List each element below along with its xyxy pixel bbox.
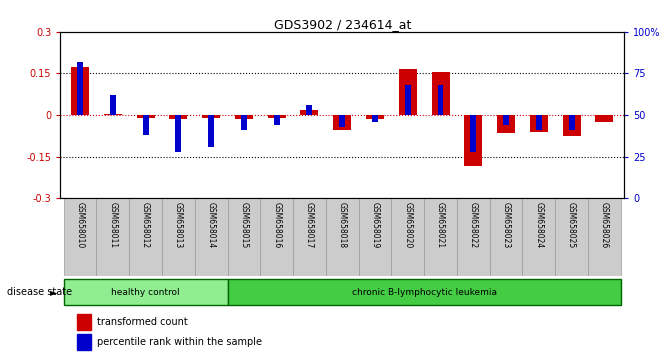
Bar bbox=[366, 115, 384, 119]
Text: ►: ► bbox=[50, 287, 57, 297]
Bar bbox=[169, 115, 187, 119]
Bar bbox=[523, 198, 555, 276]
Bar bbox=[340, 115, 345, 127]
Text: transformed count: transformed count bbox=[97, 317, 188, 327]
Bar bbox=[437, 85, 444, 115]
Bar bbox=[358, 198, 391, 276]
Bar bbox=[470, 115, 476, 152]
Text: GSM658017: GSM658017 bbox=[305, 202, 314, 249]
Text: percentile rank within the sample: percentile rank within the sample bbox=[97, 337, 262, 347]
Title: GDS3902 / 234614_at: GDS3902 / 234614_at bbox=[274, 18, 411, 31]
Bar bbox=[399, 69, 417, 115]
Text: GSM658024: GSM658024 bbox=[534, 202, 544, 249]
Bar bbox=[301, 109, 319, 115]
Bar bbox=[424, 198, 457, 276]
Bar bbox=[227, 198, 260, 276]
Bar bbox=[555, 198, 588, 276]
Bar bbox=[104, 114, 122, 115]
Text: GSM658022: GSM658022 bbox=[469, 202, 478, 248]
Bar bbox=[490, 198, 523, 276]
Bar bbox=[77, 314, 91, 330]
Bar bbox=[208, 115, 214, 147]
Bar bbox=[568, 115, 574, 130]
Text: GSM658018: GSM658018 bbox=[338, 202, 347, 248]
Text: GSM658012: GSM658012 bbox=[141, 202, 150, 248]
Text: GSM658011: GSM658011 bbox=[108, 202, 117, 248]
Bar bbox=[130, 198, 162, 276]
Text: GSM658015: GSM658015 bbox=[240, 202, 248, 249]
Bar bbox=[195, 198, 227, 276]
Bar bbox=[457, 198, 490, 276]
Bar bbox=[77, 62, 83, 115]
Bar bbox=[391, 198, 424, 276]
Bar bbox=[536, 115, 541, 130]
Text: GSM658021: GSM658021 bbox=[436, 202, 445, 248]
Bar bbox=[595, 115, 613, 122]
Text: GSM658013: GSM658013 bbox=[174, 202, 183, 249]
Text: GSM658026: GSM658026 bbox=[600, 202, 609, 249]
Bar bbox=[530, 115, 548, 132]
Bar bbox=[405, 85, 411, 115]
Bar bbox=[110, 95, 116, 115]
Bar bbox=[97, 198, 130, 276]
Bar bbox=[326, 198, 358, 276]
Bar bbox=[274, 115, 280, 125]
Bar bbox=[227, 279, 621, 305]
Text: GSM658019: GSM658019 bbox=[370, 202, 380, 249]
Bar bbox=[175, 115, 181, 152]
Text: GSM658010: GSM658010 bbox=[76, 202, 85, 249]
Text: healthy control: healthy control bbox=[111, 287, 180, 297]
Text: GSM658020: GSM658020 bbox=[403, 202, 412, 249]
Bar bbox=[64, 279, 227, 305]
Text: GSM658014: GSM658014 bbox=[207, 202, 215, 249]
Bar bbox=[588, 198, 621, 276]
Bar bbox=[497, 115, 515, 133]
Bar bbox=[333, 115, 351, 130]
Text: GSM658016: GSM658016 bbox=[272, 202, 281, 249]
Bar bbox=[307, 105, 313, 115]
Bar bbox=[202, 115, 220, 118]
Bar bbox=[372, 115, 378, 122]
Bar bbox=[268, 115, 286, 118]
Text: GSM658025: GSM658025 bbox=[567, 202, 576, 249]
Bar bbox=[64, 198, 97, 276]
Bar bbox=[562, 115, 580, 136]
Bar bbox=[503, 115, 509, 125]
Text: GSM658023: GSM658023 bbox=[501, 202, 511, 249]
Bar bbox=[260, 198, 293, 276]
Bar bbox=[293, 198, 326, 276]
Bar bbox=[137, 115, 154, 118]
Bar bbox=[235, 115, 253, 119]
Bar bbox=[464, 115, 482, 166]
Bar bbox=[431, 72, 450, 115]
Text: disease state: disease state bbox=[7, 287, 72, 297]
Bar bbox=[162, 198, 195, 276]
Bar bbox=[241, 115, 247, 130]
Bar bbox=[77, 334, 91, 350]
Bar bbox=[71, 67, 89, 115]
Text: chronic B-lymphocytic leukemia: chronic B-lymphocytic leukemia bbox=[352, 287, 497, 297]
Bar bbox=[143, 115, 148, 135]
